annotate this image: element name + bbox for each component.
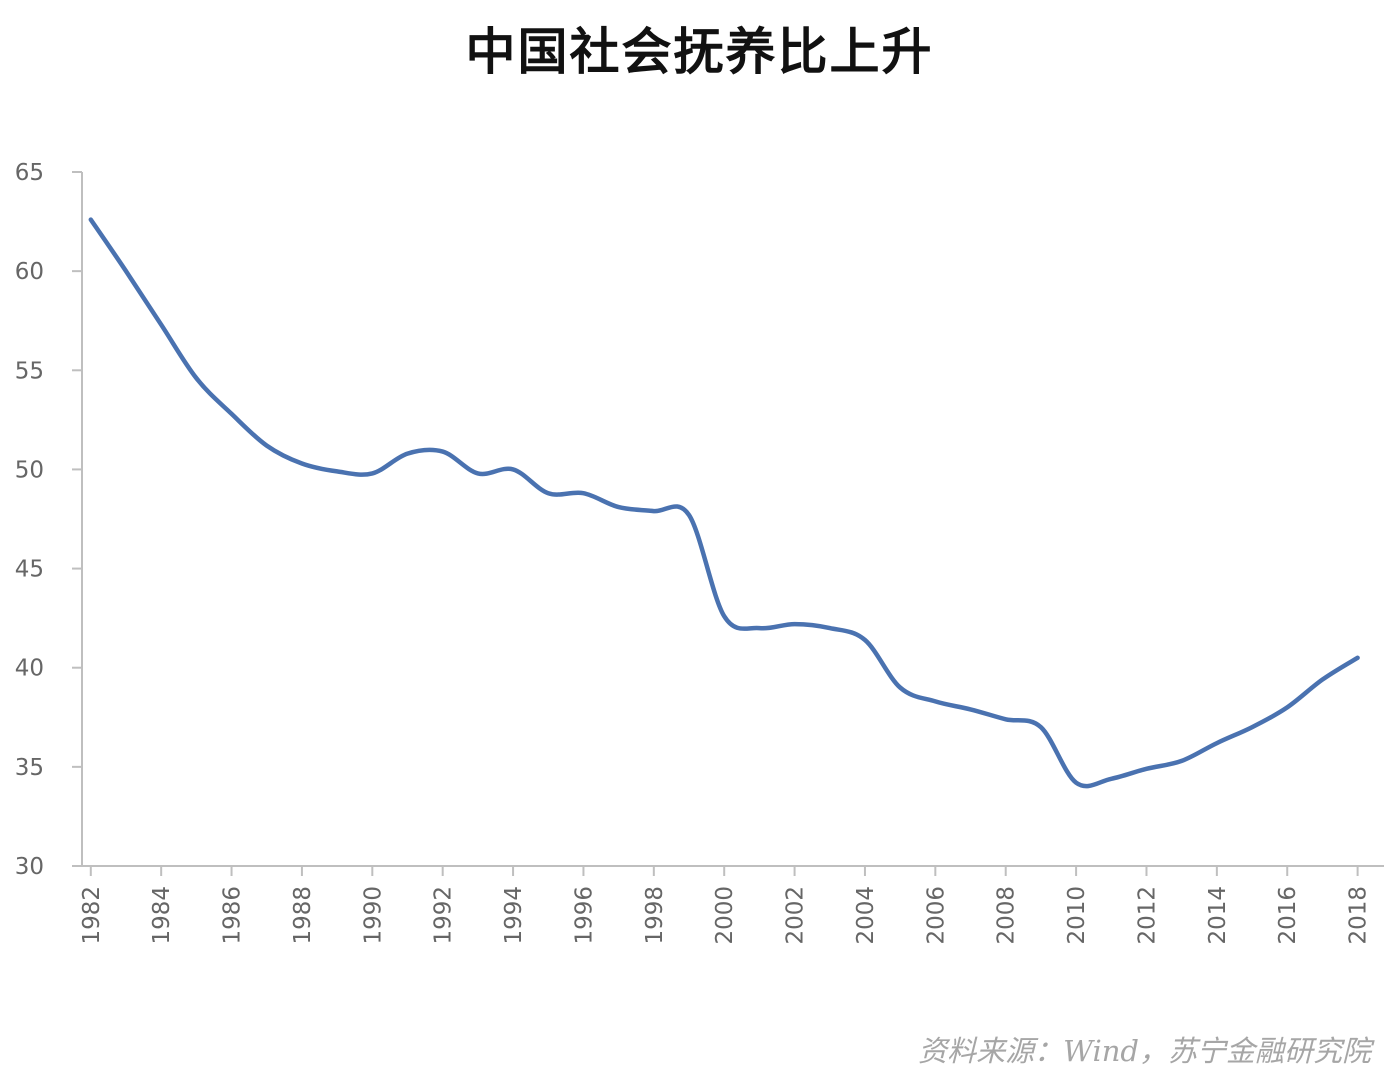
x-tick-label: 2000 [712,886,738,945]
x-tick-label: 1994 [501,886,527,945]
y-tick-label: 45 [15,557,44,583]
y-tick-label: 30 [15,854,44,880]
chart-title: 中国社会抚养比上升 [465,23,934,81]
series-line [88,217,1360,789]
x-tick-label: 2012 [1134,886,1160,945]
x-tick-label: 2018 [1346,886,1372,945]
y-tick-label: 60 [15,259,44,285]
x-tick-label: 2002 [783,886,809,945]
x-tick-label: 1982 [79,886,105,945]
x-tick-label: 1998 [642,886,668,945]
x-tick-label: 2006 [923,886,949,945]
x-tick-label: 1988 [290,886,316,945]
y-tick-label: 40 [15,656,44,682]
y-tick-label: 50 [15,457,44,483]
x-tick-label: 2016 [1275,886,1301,945]
x-tick-label: 2004 [853,886,879,945]
x-tick-label: 2008 [994,886,1020,945]
x-tick-label: 1992 [431,886,457,945]
x-tick-label: 1986 [220,886,246,945]
source-note: 资料来源：Wind，苏宁金融研究院 [918,1034,1371,1068]
x-tick-label: 1990 [360,886,386,945]
y-tick-label: 65 [15,160,44,186]
x-tick-label: 1984 [149,886,175,945]
y-tick-label: 35 [15,755,44,781]
x-tick-label: 2014 [1205,886,1231,945]
y-tick-label: 55 [15,358,44,384]
x-tick-label: 2010 [1064,886,1090,945]
x-tick-label: 1996 [571,886,597,945]
